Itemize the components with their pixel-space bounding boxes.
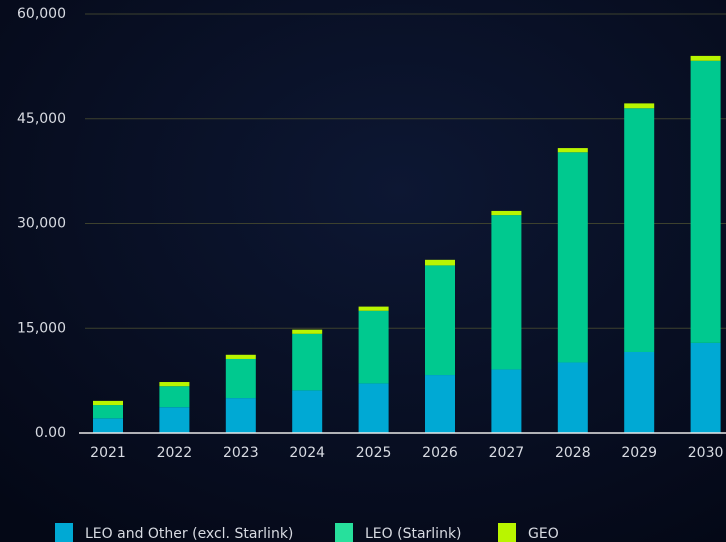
bar-segment [159, 407, 190, 433]
bar-segment [425, 265, 455, 376]
bar-segment [292, 329, 323, 334]
bar-segment [690, 342, 721, 433]
bar-segment [557, 152, 588, 363]
y-tick-label: 60,000 [17, 6, 66, 22]
bar-segment [292, 390, 323, 433]
bar-segment [159, 386, 190, 408]
x-tick-label: 2023 [223, 445, 259, 461]
legend-swatch [498, 523, 516, 542]
bar-segment [624, 351, 655, 433]
bar-segment [93, 418, 123, 433]
bar-segment [425, 375, 455, 433]
bar-segment [491, 215, 522, 370]
y-tick-label: 0.00 [35, 425, 66, 441]
bar-segment [292, 333, 323, 391]
legend-label: GEO [528, 526, 559, 542]
bar-segment [93, 400, 123, 406]
bar-segment [358, 306, 389, 311]
x-tick-label: 2030 [688, 445, 724, 461]
bar-segment [358, 310, 389, 384]
bar-segment [225, 398, 256, 433]
x-tick-label: 2028 [555, 445, 591, 461]
legend-swatch [55, 523, 73, 542]
bar-segment [358, 383, 389, 433]
x-tick-label: 2024 [289, 445, 325, 461]
bar-segment [491, 369, 522, 433]
x-tick-label: 2025 [356, 445, 392, 461]
bar-segment [425, 259, 455, 266]
x-tick-label: 2029 [621, 445, 657, 461]
bar-segment [225, 354, 256, 359]
legend-swatch [335, 523, 353, 542]
bar-segment [624, 103, 655, 109]
bar-segment [624, 108, 655, 352]
bar-segment [93, 405, 123, 419]
y-tick-label: 45,000 [17, 111, 66, 127]
bar-segment [557, 148, 588, 153]
x-tick-label: 2026 [422, 445, 458, 461]
bar-segment [690, 60, 721, 343]
bar-segment [557, 362, 588, 433]
legend-label: LEO and Other (excl. Starlink) [85, 526, 293, 542]
y-tick-label: 15,000 [17, 320, 66, 336]
y-tick-label: 30,000 [17, 216, 66, 232]
legend-label: LEO (Starlink) [365, 526, 462, 542]
bar-segment [225, 358, 256, 399]
bar-segment [690, 55, 721, 61]
bar-segment [159, 382, 190, 387]
x-tick-label: 2027 [489, 445, 525, 461]
bar-segment [491, 210, 522, 216]
x-tick-label: 2022 [157, 445, 193, 461]
x-tick-label: 2021 [90, 445, 126, 461]
